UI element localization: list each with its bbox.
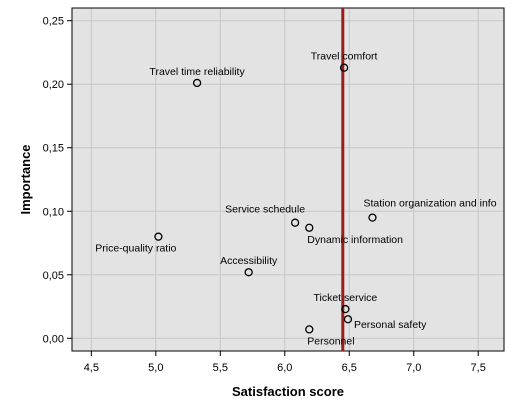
- point-label: Service schedule: [225, 204, 305, 216]
- x-tick-label: 5,0: [148, 362, 163, 374]
- x-tick-label: 7,0: [406, 362, 421, 374]
- point-label: Travel time reliability: [149, 66, 245, 78]
- data-point: [368, 213, 377, 222]
- point-label: Personal safety: [354, 319, 427, 331]
- y-tick-label: 0,05: [43, 270, 64, 282]
- data-point: [192, 78, 202, 88]
- y-tick-label: 0,00: [43, 333, 64, 345]
- point-labels: Travel comfort Travel time reliability Sta…: [95, 51, 496, 348]
- data-point: [305, 325, 314, 334]
- data-point: [244, 268, 253, 277]
- x-axis-title: Satisfaction score: [232, 384, 344, 399]
- y-tick-label: 0,20: [43, 79, 64, 91]
- data-point: [290, 218, 300, 227]
- data-points: [154, 63, 377, 334]
- data-point: [343, 315, 353, 324]
- x-tick-label: 6,5: [342, 362, 357, 374]
- x-tick-label: 7,5: [471, 362, 486, 374]
- plot-border: [71, 7, 505, 352]
- data-point: [154, 232, 163, 241]
- data-point: [339, 63, 349, 72]
- x-tick-label: 5,5: [213, 362, 228, 374]
- y-tick-label: 0,10: [43, 206, 64, 218]
- y-axis-title: Importance: [18, 144, 33, 214]
- point-label: Ticket service: [313, 292, 377, 304]
- point-label: Station organization and info: [363, 198, 496, 210]
- y-tick-label: 0,15: [43, 143, 64, 155]
- point-label: Personnel: [307, 335, 354, 347]
- data-point: [305, 223, 314, 232]
- plot-background: [72, 8, 504, 351]
- y-tick-label: 0,25: [43, 16, 64, 28]
- x-tick-label: 4,5: [84, 362, 99, 374]
- data-point: [341, 304, 350, 314]
- point-label: Travel comfort: [311, 51, 378, 63]
- point-label: Dynamic information: [307, 234, 403, 246]
- point-label: Price-quality ratio: [95, 243, 176, 255]
- grid-lines: [72, 8, 504, 351]
- axes: 4,5 5,0 5,5 6,0 6,5 7,0 7,5 0,00 0,05 0,10 0,15 0,2…: [43, 7, 505, 374]
- x-tick-label: 6,0: [277, 362, 292, 374]
- point-label: Accessibility: [220, 255, 278, 267]
